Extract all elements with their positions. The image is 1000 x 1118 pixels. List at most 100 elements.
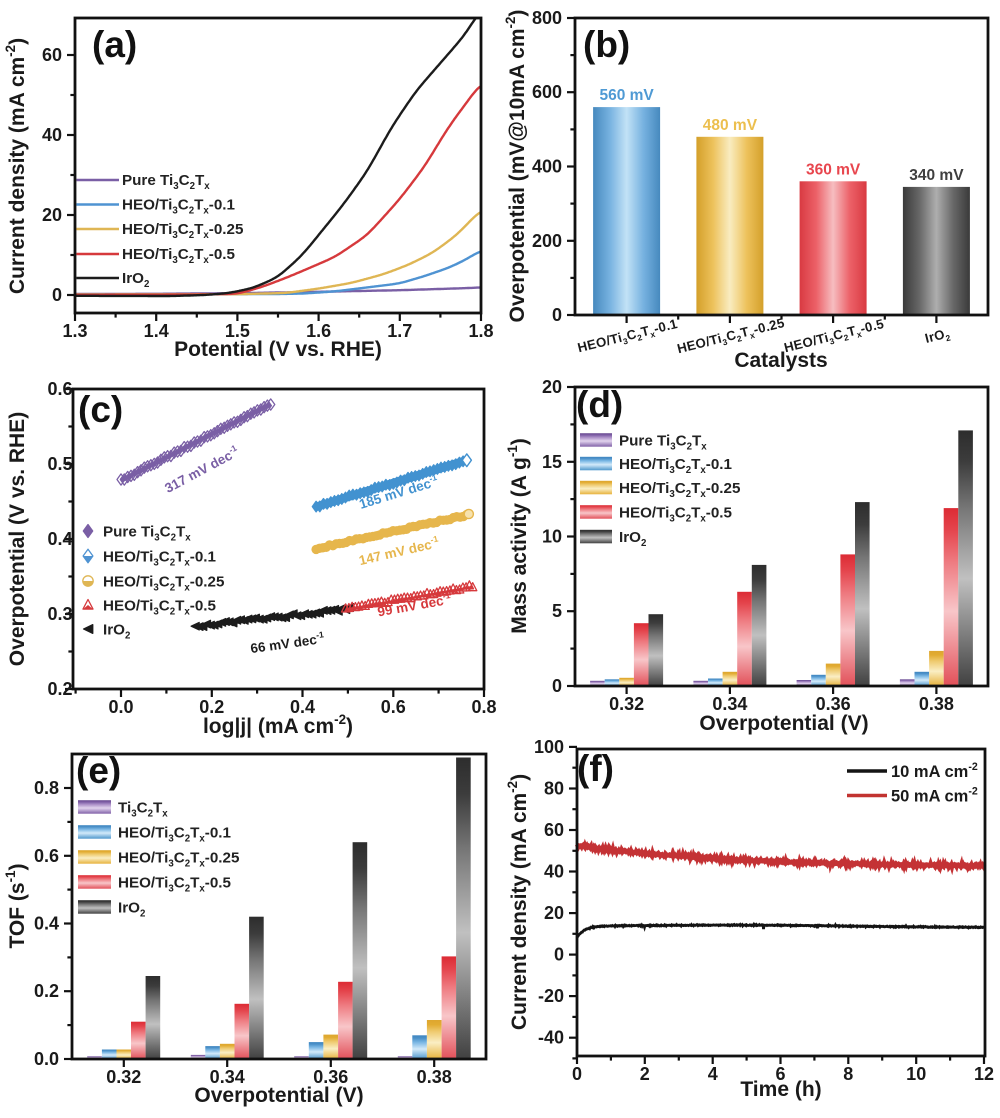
svg-text:(a): (a) [92, 24, 137, 65]
svg-text:0.5: 0.5 [47, 454, 72, 474]
svg-text:IrO2: IrO2 [118, 900, 145, 920]
svg-text:0: 0 [572, 1064, 582, 1084]
svg-text:HEO/Ti3C2Tx-0.25: HEO/Ti3C2Tx-0.25 [122, 221, 244, 241]
svg-text:Overpotential (V): Overpotential (V) [699, 712, 868, 735]
svg-text:log|j| (mA cm-2): log|j| (mA cm-2) [203, 712, 353, 738]
svg-text:IrO2: IrO2 [619, 529, 646, 549]
svg-text:0.2: 0.2 [34, 981, 59, 1001]
svg-text:0.2: 0.2 [47, 679, 72, 699]
svg-text:560 mV: 560 mV [599, 87, 654, 104]
svg-text:0.2: 0.2 [199, 697, 224, 717]
svg-text:100: 100 [534, 737, 564, 757]
svg-text:50 mA cm-2: 50 mA cm-2 [891, 786, 978, 806]
svg-text:0.8: 0.8 [471, 697, 496, 717]
svg-text:10 mA cm-2: 10 mA cm-2 [891, 761, 978, 781]
svg-text:Pure Ti3C2Tx: Pure Ti3C2Tx [122, 172, 210, 192]
svg-text:0.0: 0.0 [108, 697, 133, 717]
svg-text:(c): (c) [78, 389, 123, 430]
svg-text:-40: -40 [538, 1028, 564, 1048]
svg-text:10: 10 [906, 1064, 926, 1084]
svg-text:0.6: 0.6 [381, 697, 406, 717]
svg-text:10: 10 [542, 527, 562, 547]
svg-text:0.4: 0.4 [47, 529, 72, 549]
svg-text:HEO/Ti3C2Tx-0.1: HEO/Ti3C2Tx-0.1 [619, 456, 733, 476]
svg-text:20: 20 [42, 205, 62, 225]
svg-text:Overpotential (mV@10mA cm-2): Overpotential (mV@10mA cm-2) [503, 10, 529, 323]
svg-text:40: 40 [42, 125, 62, 145]
svg-text:2: 2 [640, 1064, 650, 1084]
svg-text:IrO2: IrO2 [103, 622, 130, 642]
svg-text:0: 0 [52, 285, 62, 305]
svg-text:Pure Ti3C2Tx: Pure Ti3C2Tx [619, 433, 707, 453]
svg-text:HEO/Ti3C2Tx-0.1: HEO/Ti3C2Tx-0.1 [122, 197, 236, 217]
svg-text:HEO/Ti3C2Tx-0.25: HEO/Ti3C2Tx-0.25 [619, 480, 741, 500]
svg-text:IrO2: IrO2 [122, 270, 149, 290]
svg-text:600: 600 [532, 82, 562, 102]
svg-text:80: 80 [544, 779, 564, 799]
svg-text:60: 60 [42, 45, 62, 65]
svg-text:1.4: 1.4 [144, 321, 169, 341]
svg-text:0.8: 0.8 [34, 778, 59, 798]
svg-text:HEO/Ti3C2Tx-0.5: HEO/Ti3C2Tx-0.5 [619, 505, 733, 525]
svg-text:20: 20 [542, 377, 562, 397]
svg-text:0.3: 0.3 [47, 604, 72, 624]
svg-text:Ti3C2Tx: Ti3C2Tx [118, 800, 168, 820]
svg-text:8: 8 [843, 1064, 853, 1084]
svg-text:0.6: 0.6 [47, 379, 72, 399]
svg-text:60: 60 [544, 820, 564, 840]
svg-text:Mass activity (A g-1): Mass activity (A g-1) [505, 438, 531, 634]
svg-text:1.5: 1.5 [225, 321, 250, 341]
svg-text:Catalysts: Catalysts [734, 349, 827, 372]
svg-text:480 mV: 480 mV [703, 117, 758, 134]
svg-text:4: 4 [708, 1064, 718, 1084]
svg-text:-20: -20 [538, 986, 564, 1006]
svg-text:6: 6 [775, 1064, 785, 1084]
svg-text:HEO/Ti3C2Tx-0.5: HEO/Ti3C2Tx-0.5 [122, 246, 236, 266]
svg-text:HEO/Ti3C2Tx-0.25: HEO/Ti3C2Tx-0.25 [103, 574, 225, 594]
svg-text:1.7: 1.7 [387, 321, 412, 341]
svg-text:Overpotential (V): Overpotential (V) [194, 1084, 363, 1107]
svg-text:5: 5 [552, 601, 562, 621]
svg-text:0.38: 0.38 [919, 694, 954, 714]
svg-text:Current density (mA cm-2): Current density (mA cm-2) [505, 774, 531, 1030]
svg-text:360 mV: 360 mV [806, 161, 861, 178]
svg-text:0.6: 0.6 [34, 846, 59, 866]
svg-text:0.32: 0.32 [106, 1067, 141, 1087]
svg-text:12: 12 [974, 1064, 994, 1084]
svg-text:HEO/Ti3C2Tx-0.25: HEO/Ti3C2Tx-0.25 [118, 850, 240, 870]
svg-text:0: 0 [552, 305, 562, 325]
svg-text:(f): (f) [577, 748, 614, 789]
svg-text:0.4: 0.4 [290, 697, 315, 717]
svg-text:TOF (s-1): TOF (s-1) [3, 863, 29, 948]
svg-text:Pure Ti3C2Tx: Pure Ti3C2Tx [103, 524, 191, 544]
svg-text:HEO/Ti3C2Tx-0.5: HEO/Ti3C2Tx-0.5 [103, 598, 217, 618]
svg-text:(d): (d) [576, 384, 623, 425]
svg-text:HEO/Ti3C2Tx-0.1: HEO/Ti3C2Tx-0.1 [103, 549, 217, 569]
svg-text:15: 15 [542, 452, 562, 472]
svg-text:Overpotential (V vs. RHE): Overpotential (V vs. RHE) [6, 412, 29, 666]
svg-text:0.32: 0.32 [609, 694, 644, 714]
svg-text:Current density (mA cm-2): Current density (mA cm-2) [3, 38, 29, 294]
svg-text:0.36: 0.36 [816, 694, 851, 714]
svg-text:0.38: 0.38 [417, 1067, 452, 1087]
svg-text:0.34: 0.34 [210, 1067, 245, 1087]
svg-text:200: 200 [532, 231, 562, 251]
svg-text:1.8: 1.8 [468, 321, 493, 341]
svg-text:0.4: 0.4 [34, 914, 59, 934]
svg-text:0.0: 0.0 [34, 1049, 59, 1069]
svg-text:20: 20 [544, 903, 564, 923]
svg-text:Potential (V vs. RHE): Potential (V vs. RHE) [174, 338, 382, 361]
svg-text:40: 40 [544, 862, 564, 882]
svg-text:(e): (e) [76, 750, 121, 791]
svg-text:0.36: 0.36 [313, 1067, 348, 1087]
svg-text:Time (h): Time (h) [740, 1078, 821, 1101]
svg-text:340 mV: 340 mV [909, 167, 964, 184]
svg-text:HEO/Ti3C2Tx-0.5: HEO/Ti3C2Tx-0.5 [118, 875, 232, 895]
svg-text:0: 0 [552, 676, 562, 696]
svg-text:1.3: 1.3 [62, 321, 87, 341]
svg-text:(b): (b) [583, 24, 630, 65]
svg-text:400: 400 [532, 157, 562, 177]
svg-text:0: 0 [554, 945, 564, 965]
svg-text:0.34: 0.34 [712, 694, 747, 714]
svg-text:1.6: 1.6 [306, 321, 331, 341]
